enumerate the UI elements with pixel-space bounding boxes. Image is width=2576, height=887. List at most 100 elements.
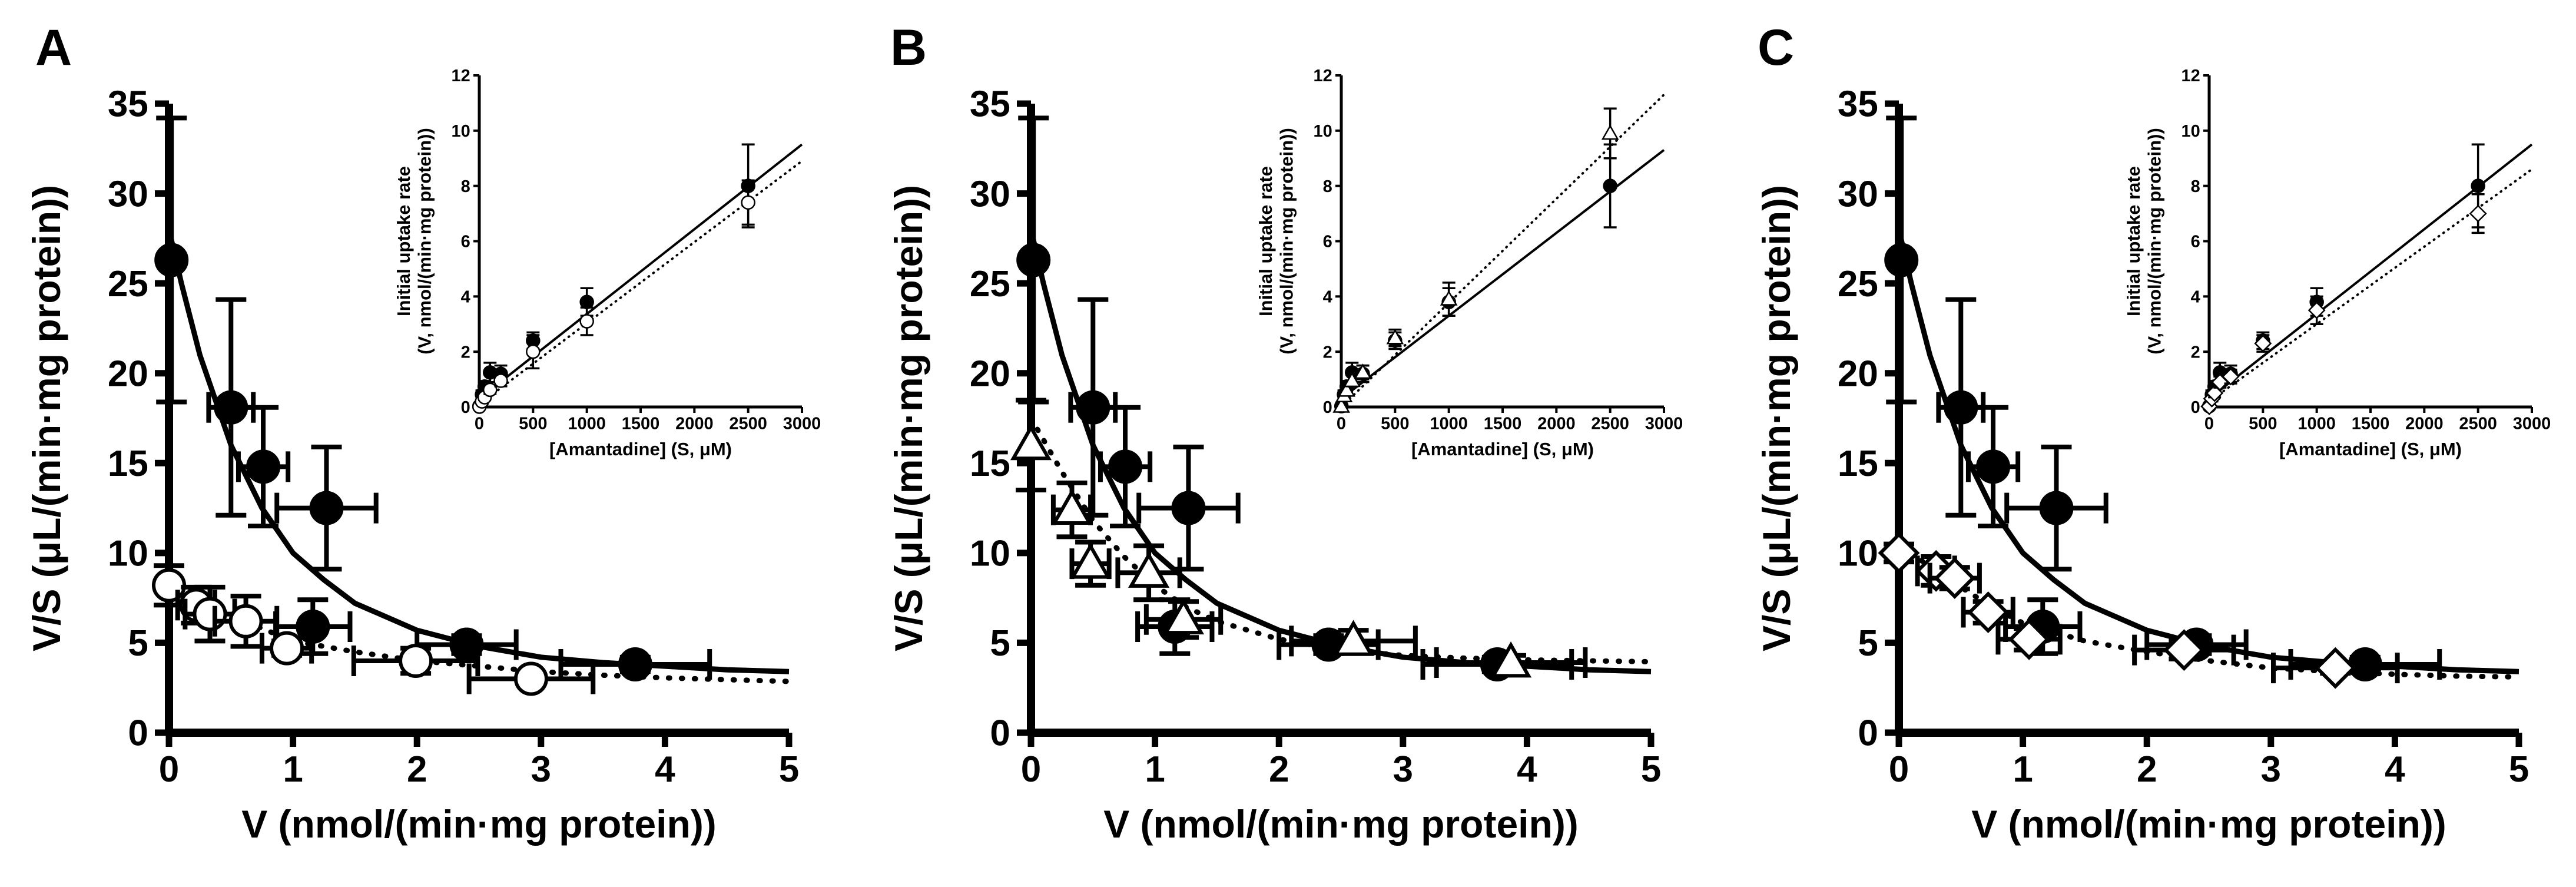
data-point-marker — [513, 661, 548, 696]
data-point-marker — [2039, 491, 2074, 525]
x-tick-label: 5 — [779, 749, 799, 790]
x-tick-label: 1000 — [2297, 415, 2336, 433]
x-axis-title: [Amantadine] (S, μM) — [2279, 439, 2462, 459]
y-tick-label: 20 — [108, 353, 148, 394]
data-point-marker — [154, 243, 189, 277]
x-tick-label: 3000 — [1645, 415, 1683, 433]
y-tick-label: 5 — [1858, 623, 1878, 664]
panel-b-letter: B — [890, 19, 927, 76]
x-axis-title: [Amantadine] (S, μM) — [1411, 439, 1594, 459]
y-tick-label: 0 — [1858, 713, 1878, 754]
x-tick-label: 4 — [2385, 749, 2405, 790]
data-point-marker — [1051, 488, 1093, 525]
data-point-marker — [193, 597, 227, 631]
data-point-marker — [1601, 124, 1619, 140]
data-point-marker — [1338, 381, 1355, 397]
y-tick-label: 4 — [2191, 287, 2200, 306]
y-tick-label: 35 — [970, 84, 1010, 125]
y-tick-label: 25 — [108, 264, 148, 305]
y-tick-label: 10 — [452, 122, 470, 141]
x-tick-label: 4 — [1517, 749, 1537, 790]
data-point-marker — [270, 631, 304, 666]
data-point-marker — [2308, 301, 2326, 319]
data-point-marker — [214, 390, 248, 425]
x-tick-label: 1 — [283, 749, 303, 790]
data-point-marker — [1070, 542, 1112, 579]
y-axis-title: V/S (μL/(min·mg protein)) — [25, 185, 68, 651]
x-tick-label: 3 — [1393, 749, 1413, 790]
x-tick-label: 2 — [1269, 749, 1289, 790]
x-tick-label: 0 — [1337, 415, 1346, 433]
y-tick-label: 15 — [108, 444, 148, 484]
data-point-marker — [1171, 491, 1206, 525]
data-point-marker — [1332, 397, 1350, 413]
x-tick-label: 2 — [2137, 749, 2157, 790]
y-axis-title: V/S (μL/(min·mg protein)) — [887, 185, 930, 651]
x-tick-label: 2000 — [1537, 415, 1576, 433]
y-tick-label: 6 — [461, 233, 470, 251]
data-point-marker — [2163, 629, 2205, 671]
y-tick-label: 25 — [1838, 264, 1878, 305]
y-tick-label: 4 — [461, 287, 470, 306]
x-tick-label: 2500 — [1591, 415, 1629, 433]
x-tick-label: 1 — [1145, 749, 1165, 790]
x-tick-label: 0 — [475, 415, 484, 433]
data-point-marker — [1878, 532, 1920, 574]
x-axis-title: V (nmol/(min·mg protein)) — [1103, 802, 1579, 846]
data-point-marker — [579, 314, 594, 329]
data-point-marker — [1016, 243, 1051, 277]
y-tick-label: 30 — [970, 174, 1010, 214]
y-tick-label: 0 — [128, 713, 148, 754]
data-point-marker — [1386, 329, 1404, 345]
x-tick-label: 2000 — [2405, 415, 2444, 433]
y-tick-label: 10 — [2182, 122, 2200, 141]
data-point-marker — [1967, 591, 2010, 633]
x-tick-label: 2500 — [729, 415, 767, 433]
y-axis-title-line: (V, nmol/(min·mg protein)) — [415, 128, 435, 355]
inset-plot: 0 500 1000 1500 2000 2500 3000 0 2 4 6 8 10 12 [Amanta… — [1255, 67, 1683, 459]
data-point-marker — [2222, 368, 2240, 386]
x-tick-label: 3000 — [783, 415, 821, 433]
y-tick-label: 6 — [1323, 233, 1332, 251]
x-tick-label: 0 — [159, 749, 179, 790]
data-point-marker — [1354, 363, 1372, 379]
y-tick-label: 20 — [970, 353, 1010, 394]
data-point-marker — [1162, 598, 1205, 635]
data-point-marker — [1332, 620, 1374, 656]
data-point-marker — [246, 449, 281, 484]
data-point-marker — [526, 344, 541, 359]
data-point-marker — [1010, 423, 1052, 461]
y-tick-label: 2 — [2191, 343, 2200, 362]
x-axis-title: V (nmol/(min·mg protein)) — [241, 802, 717, 846]
data-point-marker — [399, 643, 433, 678]
x-tick-label: 3 — [531, 749, 551, 790]
y-tick-label: 35 — [108, 84, 148, 125]
data-point-marker — [1603, 178, 1617, 193]
y-tick-label: 0 — [1323, 398, 1332, 417]
data-point-marker — [2348, 647, 2382, 682]
x-axis-title: V (nmol/(min·mg protein)) — [1971, 802, 2446, 846]
data-point-marker — [2008, 618, 2050, 660]
x-tick-label: 3000 — [2513, 415, 2551, 433]
y-tick-label: 25 — [970, 264, 1010, 305]
data-point-marker — [1976, 449, 2011, 484]
x-tick-label: 500 — [2249, 415, 2277, 433]
y-tick-label: 10 — [1314, 122, 1332, 141]
data-point-marker — [618, 647, 652, 682]
data-point-marker — [1440, 290, 1458, 306]
y-tick-label: 0 — [990, 713, 1010, 754]
y-tick-label: 2 — [1323, 343, 1332, 362]
x-tick-label: 4 — [655, 749, 675, 790]
y-axis-title-line: (V, nmol/(min·mg protein)) — [1277, 128, 1297, 355]
x-tick-label: 1500 — [1484, 415, 1522, 433]
fit-line — [1340, 93, 1665, 408]
data-point-marker — [493, 373, 508, 388]
x-tick-label: 2000 — [675, 415, 714, 433]
x-tick-label: 1 — [2013, 749, 2033, 790]
y-tick-label: 5 — [128, 623, 148, 664]
data-point-marker — [2469, 204, 2487, 223]
